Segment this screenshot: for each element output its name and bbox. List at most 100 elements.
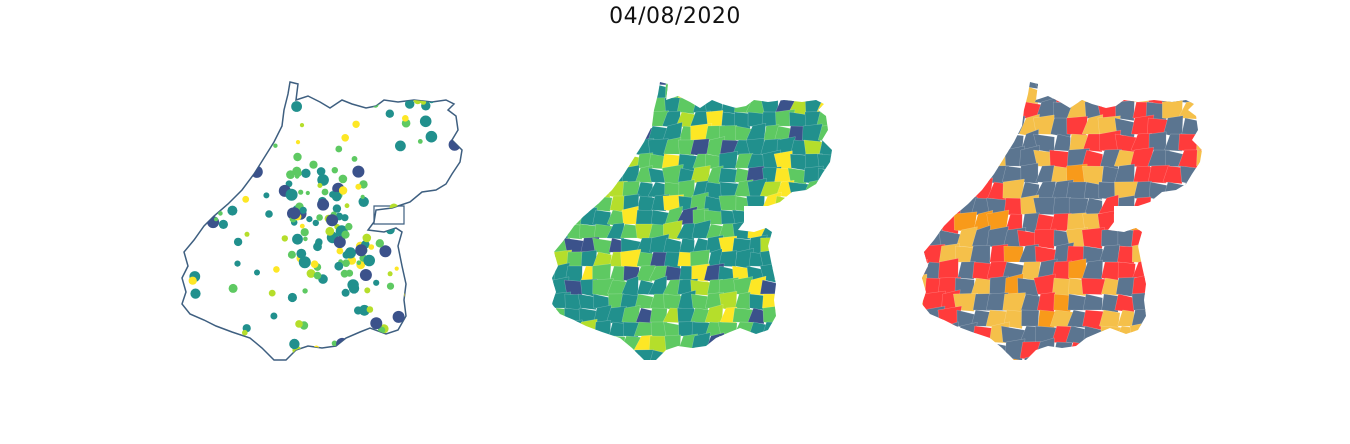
municipality-area xyxy=(938,180,960,200)
municipality-point xyxy=(316,214,323,221)
municipality-area xyxy=(620,82,642,85)
municipality-area xyxy=(1003,82,1026,88)
municipality-area xyxy=(1179,229,1200,247)
municipality-area xyxy=(817,82,832,101)
municipality-area xyxy=(760,279,780,295)
municipality-point xyxy=(310,260,319,268)
municipality-point xyxy=(419,333,430,343)
municipality-point xyxy=(317,183,323,188)
municipality-area xyxy=(552,111,556,128)
municipality-point xyxy=(294,169,302,177)
municipality-point xyxy=(303,236,308,242)
municipality-point xyxy=(214,217,218,222)
municipality-area xyxy=(925,133,947,152)
municipality-point xyxy=(379,245,392,258)
municipality-point xyxy=(221,149,228,156)
municipality-point xyxy=(292,233,303,245)
municipality-area xyxy=(690,349,709,360)
municipality-area xyxy=(953,181,976,201)
municipality-area xyxy=(564,82,585,88)
municipality-area xyxy=(1101,341,1122,359)
municipality-area xyxy=(1180,357,1202,360)
municipality-area xyxy=(580,180,597,197)
municipality-area xyxy=(1148,341,1169,360)
municipality-area xyxy=(922,324,927,344)
municipality-point xyxy=(362,233,372,243)
municipality-area xyxy=(972,165,991,183)
municipality-area xyxy=(789,236,807,255)
municipality-area xyxy=(970,85,993,107)
municipality-point xyxy=(341,230,350,239)
municipality-area xyxy=(957,338,978,359)
municipality-area xyxy=(734,364,751,380)
municipality-area xyxy=(719,83,740,99)
municipality-area xyxy=(832,140,840,155)
municipality-area xyxy=(940,85,959,104)
municipality-point xyxy=(306,216,313,223)
municipality-area xyxy=(552,195,555,213)
municipality-area xyxy=(937,321,959,344)
municipality-point xyxy=(385,109,394,118)
municipality-area xyxy=(651,363,667,380)
municipality-area xyxy=(1194,228,1202,248)
municipality-point xyxy=(432,317,439,324)
municipality-area xyxy=(1129,82,1154,89)
municipality-area xyxy=(592,209,611,228)
municipality-area xyxy=(955,85,978,106)
municipality-point xyxy=(194,132,207,145)
municipality-area xyxy=(831,304,832,326)
municipality-point xyxy=(312,219,319,227)
municipality-area xyxy=(788,251,807,269)
municipality-area xyxy=(775,307,794,324)
municipality-area xyxy=(774,249,794,269)
municipality-point xyxy=(421,277,426,282)
municipality-point xyxy=(367,338,378,349)
municipality-area xyxy=(953,116,976,138)
municipality-area xyxy=(1165,196,1184,216)
municipality-area xyxy=(790,277,810,295)
municipality-area xyxy=(1053,133,1071,152)
municipality-point xyxy=(188,276,197,285)
municipality-area xyxy=(636,97,655,114)
municipality-area xyxy=(1004,82,1026,105)
municipality-area xyxy=(922,355,946,360)
municipality-point xyxy=(403,87,410,94)
municipality-point xyxy=(268,289,276,297)
municipality-area xyxy=(620,124,642,144)
municipality-area xyxy=(1194,341,1202,360)
municipality-area xyxy=(608,321,628,337)
points-map xyxy=(181,81,463,361)
municipality-area xyxy=(830,193,832,215)
municipality-area xyxy=(1197,179,1202,202)
municipality-area xyxy=(820,364,837,378)
municipality-area xyxy=(552,349,570,360)
municipality-area xyxy=(925,181,946,201)
municipality-area xyxy=(1178,210,1200,231)
map-risk-panel xyxy=(910,70,1210,380)
municipality-area xyxy=(578,152,598,171)
municipality-point xyxy=(406,204,413,211)
municipality-area xyxy=(788,221,810,239)
municipality-point xyxy=(402,115,409,122)
municipality-point xyxy=(192,207,205,220)
municipality-point xyxy=(224,104,232,112)
municipality-area xyxy=(774,321,793,337)
municipality-point xyxy=(194,182,204,192)
municipality-area xyxy=(760,82,782,87)
municipality-area xyxy=(922,84,943,105)
municipality-area xyxy=(830,180,832,198)
municipality-point xyxy=(352,165,365,178)
municipality-point xyxy=(209,98,222,111)
municipality-area xyxy=(1193,293,1202,313)
municipality-area xyxy=(540,364,556,379)
municipality-point xyxy=(258,150,265,157)
municipality-area xyxy=(605,82,628,87)
municipality-area xyxy=(731,82,751,89)
municipality-area xyxy=(817,207,832,225)
municipality-point xyxy=(184,168,190,174)
municipality-area xyxy=(1148,293,1167,311)
municipality-area xyxy=(955,357,977,360)
municipality-area xyxy=(552,167,571,186)
municipality-point xyxy=(342,259,350,267)
municipality-point xyxy=(387,271,393,277)
